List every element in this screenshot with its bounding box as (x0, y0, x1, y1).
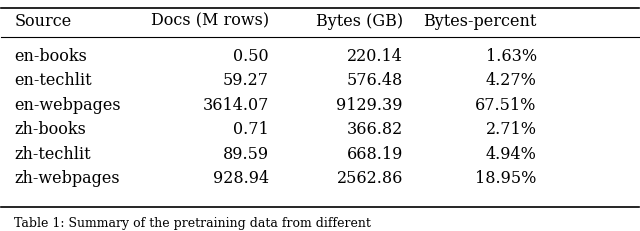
Text: 3614.07: 3614.07 (203, 97, 269, 113)
Text: zh-webpages: zh-webpages (14, 170, 120, 187)
Text: 67.51%: 67.51% (476, 97, 537, 113)
Text: 2562.86: 2562.86 (337, 170, 403, 187)
Text: en-books: en-books (14, 48, 87, 65)
Text: 366.82: 366.82 (347, 121, 403, 138)
Text: en-webpages: en-webpages (14, 97, 121, 113)
Text: Bytes-percent: Bytes-percent (423, 13, 537, 30)
Text: 89.59: 89.59 (223, 145, 269, 162)
Text: 18.95%: 18.95% (476, 170, 537, 187)
Text: Source: Source (14, 13, 72, 30)
Text: 4.94%: 4.94% (486, 145, 537, 162)
Text: 2.71%: 2.71% (486, 121, 537, 138)
Text: zh-books: zh-books (14, 121, 86, 138)
Text: 4.27%: 4.27% (486, 72, 537, 89)
Text: 1.63%: 1.63% (486, 48, 537, 65)
Text: 0.50: 0.50 (234, 48, 269, 65)
Text: Bytes (GB): Bytes (GB) (316, 13, 403, 30)
Text: 668.19: 668.19 (346, 145, 403, 162)
Text: zh-techlit: zh-techlit (14, 145, 91, 162)
Text: 928.94: 928.94 (213, 170, 269, 187)
Text: en-techlit: en-techlit (14, 72, 92, 89)
Text: Table 1: Summary of the pretraining data from different: Table 1: Summary of the pretraining data… (14, 216, 371, 229)
Text: 59.27: 59.27 (223, 72, 269, 89)
Text: 0.71: 0.71 (233, 121, 269, 138)
Text: Docs (M rows): Docs (M rows) (151, 13, 269, 30)
Text: 9129.39: 9129.39 (337, 97, 403, 113)
Text: 220.14: 220.14 (347, 48, 403, 65)
Text: 576.48: 576.48 (347, 72, 403, 89)
